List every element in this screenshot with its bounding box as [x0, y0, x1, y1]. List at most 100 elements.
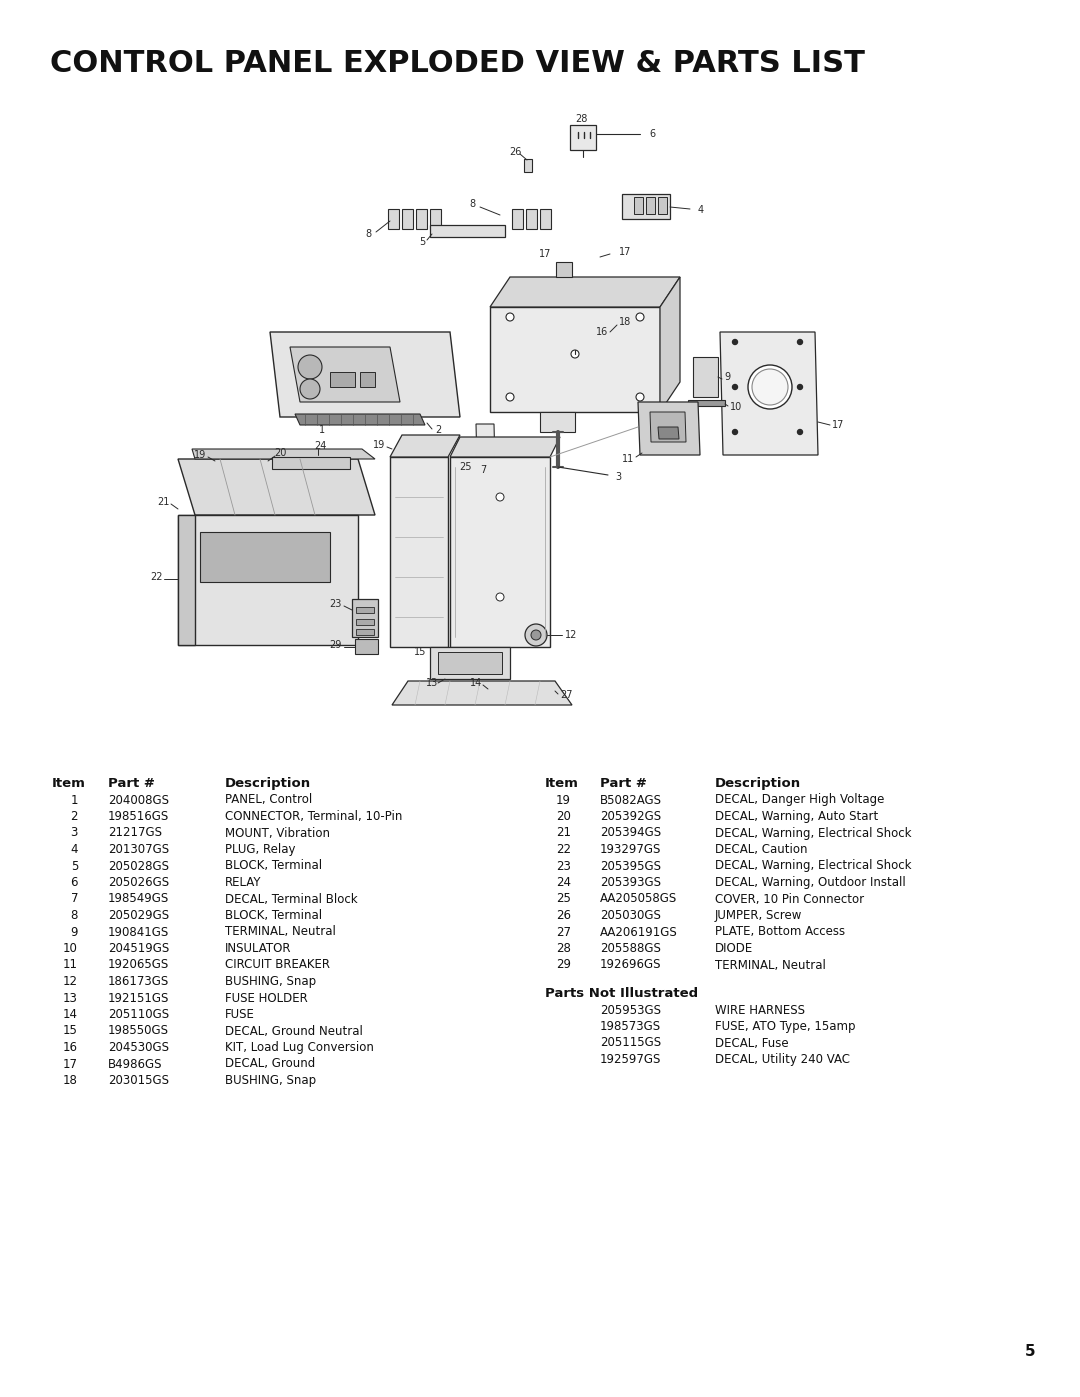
- Circle shape: [571, 351, 579, 358]
- Polygon shape: [460, 444, 481, 460]
- Text: 24: 24: [556, 876, 571, 888]
- Text: 13: 13: [63, 992, 78, 1004]
- Text: 5: 5: [70, 859, 78, 873]
- Text: 2: 2: [70, 810, 78, 823]
- Text: 192151GS: 192151GS: [108, 992, 170, 1004]
- Text: TERMINAL, Neutral: TERMINAL, Neutral: [715, 958, 826, 971]
- Text: KIT, Load Lug Conversion: KIT, Load Lug Conversion: [225, 1041, 374, 1053]
- Text: 21: 21: [556, 827, 571, 840]
- Text: 17: 17: [63, 1058, 78, 1070]
- Text: 192065GS: 192065GS: [108, 958, 170, 971]
- Text: 205393GS: 205393GS: [600, 876, 661, 888]
- Text: Item: Item: [52, 777, 86, 789]
- Circle shape: [507, 313, 514, 321]
- Text: 193297GS: 193297GS: [600, 842, 661, 856]
- Text: 21: 21: [158, 497, 170, 507]
- Text: 28: 28: [556, 942, 571, 956]
- Text: 203015GS: 203015GS: [108, 1074, 168, 1087]
- Polygon shape: [658, 197, 667, 214]
- Polygon shape: [490, 277, 680, 307]
- Text: AA205058GS: AA205058GS: [600, 893, 677, 905]
- Text: 4: 4: [70, 842, 78, 856]
- Text: 26: 26: [556, 909, 571, 922]
- Text: 29: 29: [556, 958, 571, 971]
- Circle shape: [797, 339, 802, 345]
- Polygon shape: [392, 680, 572, 705]
- Polygon shape: [490, 307, 660, 412]
- Text: DECAL, Fuse: DECAL, Fuse: [715, 1037, 788, 1049]
- Text: 14: 14: [63, 1009, 78, 1021]
- Text: FUSE, ATO Type, 15amp: FUSE, ATO Type, 15amp: [715, 1020, 855, 1032]
- Text: B4986GS: B4986GS: [108, 1058, 162, 1070]
- Polygon shape: [178, 515, 357, 645]
- Polygon shape: [650, 412, 686, 441]
- Text: BUSHING, Snap: BUSHING, Snap: [225, 975, 316, 988]
- Polygon shape: [356, 629, 374, 636]
- Text: JUMPER, Screw: JUMPER, Screw: [715, 909, 802, 922]
- Polygon shape: [622, 194, 670, 219]
- Polygon shape: [570, 124, 596, 149]
- Text: MOUNT, Vibration: MOUNT, Vibration: [225, 827, 330, 840]
- Text: 18: 18: [619, 317, 631, 327]
- Circle shape: [797, 384, 802, 390]
- Ellipse shape: [488, 694, 500, 700]
- Text: DECAL, Terminal Block: DECAL, Terminal Block: [225, 893, 357, 905]
- Text: 7: 7: [70, 893, 78, 905]
- Circle shape: [636, 393, 644, 401]
- Text: 204519GS: 204519GS: [108, 942, 170, 956]
- Polygon shape: [430, 647, 510, 679]
- Text: BLOCK, Terminal: BLOCK, Terminal: [225, 909, 322, 922]
- Text: 4: 4: [698, 205, 704, 215]
- Polygon shape: [200, 532, 330, 583]
- Text: DECAL, Warning, Electrical Shock: DECAL, Warning, Electrical Shock: [715, 827, 912, 840]
- Text: 205029GS: 205029GS: [108, 909, 170, 922]
- Text: 15: 15: [414, 647, 427, 657]
- Polygon shape: [430, 210, 441, 229]
- Text: CONNECTOR, Terminal, 10-Pin: CONNECTOR, Terminal, 10-Pin: [225, 810, 403, 823]
- Text: 6: 6: [649, 129, 656, 138]
- Polygon shape: [352, 599, 378, 637]
- Polygon shape: [438, 652, 502, 673]
- Text: Item: Item: [545, 777, 579, 789]
- Text: DECAL, Utility 240 VAC: DECAL, Utility 240 VAC: [715, 1053, 850, 1066]
- Circle shape: [531, 630, 541, 640]
- Text: 16: 16: [63, 1041, 78, 1053]
- Circle shape: [496, 493, 504, 502]
- Text: DECAL, Ground: DECAL, Ground: [225, 1058, 315, 1070]
- Polygon shape: [556, 263, 572, 277]
- Polygon shape: [688, 400, 725, 407]
- Text: PLUG, Relay: PLUG, Relay: [225, 842, 296, 856]
- Polygon shape: [272, 457, 350, 469]
- Polygon shape: [270, 332, 460, 416]
- Text: 6: 6: [70, 876, 78, 888]
- Text: 12: 12: [63, 975, 78, 988]
- Text: 204008GS: 204008GS: [108, 793, 168, 806]
- Text: 25: 25: [459, 462, 471, 472]
- Text: CONTROL PANEL EXPLODED VIEW & PARTS LIST: CONTROL PANEL EXPLODED VIEW & PARTS LIST: [50, 49, 865, 78]
- Polygon shape: [646, 197, 654, 214]
- Text: DECAL, Warning, Auto Start: DECAL, Warning, Auto Start: [715, 810, 878, 823]
- Polygon shape: [450, 457, 550, 647]
- Text: 8: 8: [70, 909, 78, 922]
- Text: TERMINAL, Neutral: TERMINAL, Neutral: [225, 925, 336, 939]
- Text: 17: 17: [619, 247, 631, 257]
- Circle shape: [732, 384, 738, 390]
- Text: 8: 8: [469, 198, 475, 210]
- Polygon shape: [634, 197, 643, 214]
- Text: 20: 20: [274, 448, 286, 458]
- Circle shape: [496, 592, 504, 601]
- Polygon shape: [638, 402, 700, 455]
- Polygon shape: [192, 448, 375, 460]
- Text: 26: 26: [509, 147, 522, 156]
- Text: 17: 17: [832, 420, 845, 430]
- Text: 205392GS: 205392GS: [600, 810, 661, 823]
- Text: 24: 24: [314, 441, 326, 451]
- Text: 23: 23: [556, 859, 571, 873]
- Text: 198549GS: 198549GS: [108, 893, 170, 905]
- Text: 16: 16: [596, 327, 608, 337]
- Ellipse shape: [488, 682, 500, 686]
- Circle shape: [732, 339, 738, 345]
- Text: DECAL, Ground Neutral: DECAL, Ground Neutral: [225, 1024, 363, 1038]
- Text: 1: 1: [70, 793, 78, 806]
- Text: 205030GS: 205030GS: [600, 909, 661, 922]
